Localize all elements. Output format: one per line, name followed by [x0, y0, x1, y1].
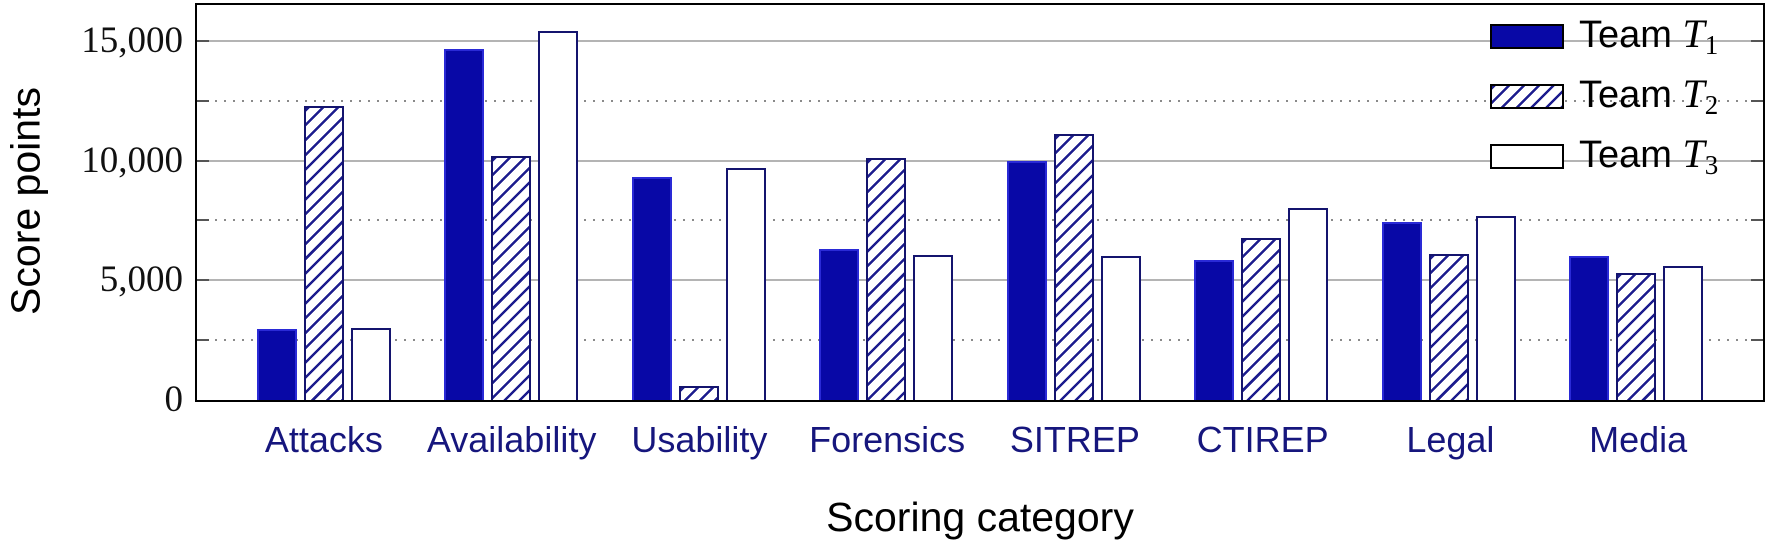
legend-entry-team-t3: Team T3 — [1490, 134, 1718, 179]
legend: Team T1 Team T2 Team T3 — [1490, 14, 1718, 179]
bar-team-t2-ctirep — [1241, 238, 1282, 400]
x-category-label-legal: Legal — [1406, 419, 1495, 460]
bar-team-t2-legal — [1428, 254, 1469, 400]
axis-tick-left-10000 — [197, 159, 209, 162]
gridline-minor-2500 — [197, 339, 1763, 342]
legend-label: Team T3 — [1579, 131, 1719, 180]
legend-swatch-hatched — [1490, 84, 1564, 109]
bar-team-t2-attacks — [303, 106, 344, 400]
bar-team-t2-forensics — [866, 158, 907, 400]
plot-area: Team T1 Team T2 Team T3 — [195, 3, 1765, 402]
bar-group-ctirep — [1168, 5, 1356, 400]
legend-entry-team-t2: Team T2 — [1490, 74, 1718, 119]
bar-group-forensics — [793, 5, 981, 400]
y-tick-label-5000: 5,000 — [99, 259, 183, 301]
axis-tick-right-10000 — [1751, 159, 1763, 162]
bar-team-t2-media — [1616, 273, 1657, 400]
bar-team-t3-usability — [725, 168, 766, 400]
bar-team-t3-media — [1663, 266, 1704, 400]
bar-team-t1-ctirep — [1194, 260, 1235, 400]
bar-team-t2-availability — [491, 156, 532, 400]
x-axis-category-labels: Attacks Availability Usability Forensics SIT… — [230, 419, 1732, 461]
axis-tick-right-2500 — [1751, 339, 1763, 342]
bar-team-t2-usability — [678, 386, 719, 400]
bar-group-usability — [605, 5, 793, 400]
bar-team-t1-sitrep — [1006, 161, 1047, 400]
gridline-minor-7500 — [197, 219, 1763, 222]
bar-groups — [230, 5, 1730, 400]
axis-tick-right-12500 — [1751, 99, 1763, 102]
bar-team-t1-usability — [631, 177, 672, 400]
bar-group-legal — [1355, 5, 1543, 400]
x-category-label-usability: Usability — [631, 419, 768, 460]
bar-team-t3-legal — [1475, 216, 1516, 400]
x-category-label-attacks: Attacks — [264, 419, 383, 460]
gridline-major-10000 — [197, 159, 1763, 162]
bar-group-media — [1543, 5, 1731, 400]
y-tick-label-10000: 10,000 — [81, 139, 183, 181]
bar-team-t1-legal — [1381, 222, 1422, 400]
axis-tick-left-12500 — [197, 99, 209, 102]
legend-swatch-outline — [1490, 144, 1564, 169]
x-category-label-media: Media — [1589, 419, 1688, 460]
x-category-label-availability: Availability — [426, 419, 597, 460]
bar-team-t1-forensics — [819, 249, 860, 400]
bar-group-attacks — [230, 5, 418, 400]
bar-team-t3-availability — [538, 31, 579, 400]
bar-team-t3-forensics — [913, 255, 954, 400]
legend-entry-team-t1: Team T1 — [1490, 14, 1718, 59]
y-tick-label-0: 0 — [164, 379, 184, 420]
bar-group-availability — [418, 5, 606, 400]
axis-tick-left-7500 — [197, 219, 209, 222]
legend-swatch-solid — [1490, 24, 1564, 49]
gridline-major-15000 — [197, 39, 1763, 42]
legend-label: Team T1 — [1579, 11, 1719, 60]
bar-team-t1-media — [1569, 256, 1610, 400]
x-category-label-forensics: Forensics — [809, 419, 966, 460]
axis-tick-right-7500 — [1751, 219, 1763, 222]
bar-team-t3-ctirep — [1288, 208, 1329, 400]
bar-team-t3-sitrep — [1100, 256, 1141, 400]
axis-tick-right-5000 — [1751, 279, 1763, 282]
axis-tick-left-15000 — [197, 39, 209, 42]
gridline-minor-12500 — [197, 99, 1763, 102]
bar-team-t1-attacks — [256, 329, 297, 400]
axis-tick-right-15000 — [1751, 39, 1763, 42]
bar-team-t3-attacks — [350, 328, 391, 400]
axis-tick-left-2500 — [197, 339, 209, 342]
axis-tick-left-5000 — [197, 279, 209, 282]
bar-group-sitrep — [980, 5, 1168, 400]
gridline-major-5000 — [197, 279, 1763, 282]
x-category-label-sitrep: SITREP — [1009, 419, 1140, 460]
y-tick-label-15000: 15,000 — [81, 19, 183, 61]
x-category-label-ctirep: CTIREP — [1196, 419, 1329, 460]
bar-team-t2-sitrep — [1053, 134, 1094, 400]
x-axis-title: Scoring category — [826, 494, 1134, 540]
bar-team-t1-availability — [444, 49, 485, 400]
legend-label: Team T2 — [1579, 71, 1719, 120]
